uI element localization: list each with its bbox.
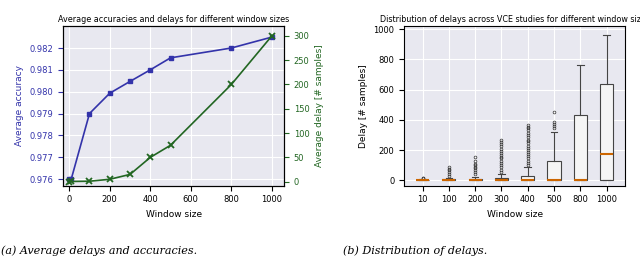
Title: Average accuracies and delays for different window sizes: Average accuracies and delays for differ… <box>58 15 289 24</box>
PathPatch shape <box>521 176 534 180</box>
Text: (a) Average delays and accuracies.: (a) Average delays and accuracies. <box>1 246 197 256</box>
PathPatch shape <box>547 161 561 180</box>
Text: (b) Distribution of delays.: (b) Distribution of delays. <box>342 246 487 256</box>
PathPatch shape <box>442 179 456 180</box>
PathPatch shape <box>468 179 482 180</box>
Y-axis label: Average delay [# samples]: Average delay [# samples] <box>315 44 324 167</box>
X-axis label: Window size: Window size <box>145 210 202 219</box>
PathPatch shape <box>573 115 587 180</box>
PathPatch shape <box>600 84 613 180</box>
Y-axis label: Delay [# samples]: Delay [# samples] <box>359 64 368 148</box>
X-axis label: Window size: Window size <box>486 210 543 219</box>
PathPatch shape <box>495 179 508 180</box>
Y-axis label: Average accuracy: Average accuracy <box>15 65 24 146</box>
Title: Distribution of delays across VCE studies for different window sizes: Distribution of delays across VCE studie… <box>380 15 640 24</box>
